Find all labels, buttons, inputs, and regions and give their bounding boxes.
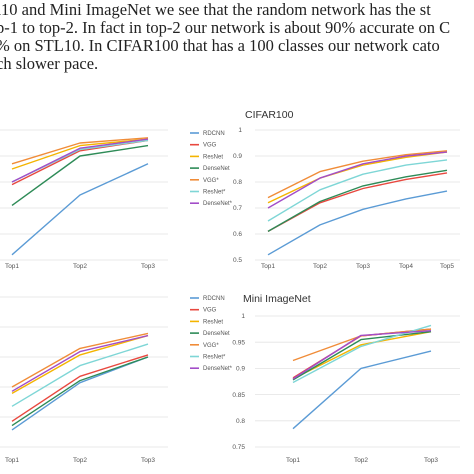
legend-label: VGG*: [203, 178, 219, 184]
x-tick-label: Top3: [356, 263, 370, 270]
series-line: [292, 350, 432, 430]
series-line: [11, 356, 149, 427]
legend-label: VGG: [203, 143, 217, 149]
x-tick-label: Top1: [5, 457, 19, 464]
legend-label: ResNet*: [203, 355, 226, 361]
y-tick-label: 0.95: [232, 339, 245, 346]
y-tick-label: 1: [241, 313, 245, 320]
paper-text: R10 and Mini ImageNet we see that the ra…: [0, 0, 474, 80]
series-line: [11, 137, 149, 165]
legend-label: DenseNet: [203, 166, 230, 172]
series-line: [292, 331, 432, 380]
x-tick-label: Top3: [141, 263, 155, 270]
legend-label: ResNet: [203, 154, 223, 160]
legend-label: DenseNet*: [203, 201, 233, 207]
x-tick-label: Top5: [440, 263, 454, 270]
legend-label: RDCNN: [203, 131, 225, 137]
series-line: [292, 331, 432, 381]
series-line: [267, 151, 448, 209]
x-tick-label: Top3: [424, 457, 438, 464]
y-tick-label: 0.9: [236, 366, 245, 373]
series-line: [267, 169, 448, 233]
x-tick-label: Top1: [261, 263, 275, 270]
y-tick-label: 0.5: [233, 257, 242, 264]
series-line: [11, 163, 149, 256]
x-tick-label: Top2: [354, 457, 368, 464]
paper-line: p-1 to top-2. In fact in top-2 our netwo…: [0, 18, 451, 37]
series-line: [11, 138, 149, 170]
paper-line: ch slower pace.: [0, 54, 99, 73]
y-tick-label: 0.6: [233, 231, 242, 238]
series-line: [11, 334, 149, 395]
paper-line: % on STL10. In CIFAR100 that has a 100 c…: [0, 36, 440, 55]
series-line: [11, 139, 149, 183]
series-line: [11, 144, 149, 206]
series-line: [11, 354, 149, 422]
y-tick-label: 0.75: [232, 444, 245, 451]
x-tick-label: Top2: [73, 263, 87, 270]
series-line: [267, 172, 448, 233]
series-line: [267, 150, 448, 199]
y-tick-label: 0.9: [233, 153, 242, 160]
x-tick-label: Top1: [286, 457, 300, 464]
paper-line: R10 and Mini ImageNet we see that the ra…: [0, 0, 431, 19]
series-line: [11, 343, 149, 407]
series-line: [267, 159, 448, 222]
legend-label: ResNet*: [203, 190, 226, 196]
legend-label: DenseNet: [203, 331, 230, 337]
legend-label: ResNet: [203, 319, 223, 325]
series-line: [267, 190, 448, 256]
x-tick-label: Top2: [313, 263, 327, 270]
y-tick-label: 1: [238, 127, 242, 134]
legend-label: RDCNN: [203, 296, 225, 302]
legend-label: DenseNet*: [203, 366, 233, 372]
y-tick-label: 0.85: [232, 392, 245, 399]
legend-label: VGG: [203, 308, 217, 314]
series-line: [267, 151, 448, 204]
legend-label: VGG*: [203, 343, 219, 349]
y-tick-label: 0.8: [236, 418, 245, 425]
chart-title: CIFAR100: [245, 109, 294, 121]
x-tick-label: Top1: [5, 263, 19, 270]
x-tick-label: Top2: [73, 457, 87, 464]
x-tick-label: Top4: [399, 263, 413, 270]
series-line: [11, 332, 149, 388]
series-line: [11, 334, 149, 392]
y-tick-label: 0.7: [233, 205, 242, 212]
y-tick-label: 0.8: [233, 179, 242, 186]
chart-title: Mini ImageNet: [243, 293, 311, 305]
x-tick-label: Top3: [141, 457, 155, 464]
series-line: [292, 330, 432, 380]
series-line: [11, 138, 149, 183]
